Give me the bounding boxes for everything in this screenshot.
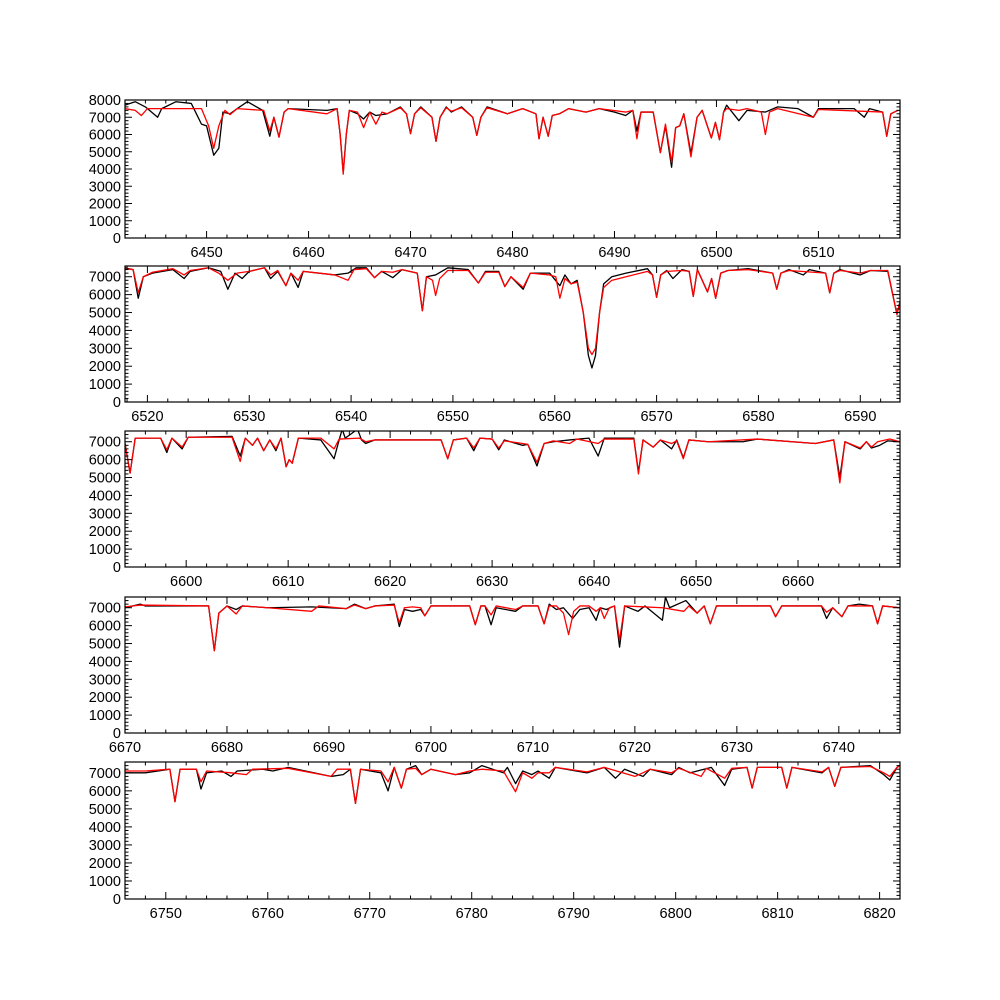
x-tick-label: 6810 bbox=[761, 906, 793, 922]
y-tick-label: 3000 bbox=[89, 672, 121, 688]
axes-frame bbox=[124, 265, 901, 403]
x-tick-label: 6550 bbox=[437, 409, 469, 425]
x-tick-label: 6620 bbox=[374, 574, 406, 590]
x-tick-label: 6630 bbox=[476, 574, 508, 590]
y-tick-label: 6000 bbox=[89, 784, 121, 800]
x-tick-label: 6710 bbox=[517, 740, 549, 756]
x-tick-label: 6450 bbox=[190, 245, 222, 261]
y-tick-label: 3000 bbox=[89, 838, 121, 854]
y-tick-label: 5000 bbox=[89, 145, 121, 161]
y-tick-label: 5000 bbox=[89, 637, 121, 653]
model-spectrum-line bbox=[125, 107, 899, 175]
y-tick-label: 6000 bbox=[89, 453, 121, 469]
x-tick-label: 6570 bbox=[640, 409, 672, 425]
y-tick-label: 1000 bbox=[89, 542, 121, 558]
panel-5: 6750 6760 6770 6780 6790 6800 6810 6820 0 1000 200… bbox=[89, 761, 901, 922]
y-tick-label: 2000 bbox=[89, 856, 121, 872]
x-tick-label: 6750 bbox=[150, 906, 182, 922]
y-tick-label: 0 bbox=[113, 560, 121, 576]
model-spectrum-line bbox=[125, 436, 900, 484]
observed-spectrum-line bbox=[125, 597, 900, 652]
x-tick-label: 6790 bbox=[558, 906, 590, 922]
y-tick-label: 4000 bbox=[89, 654, 121, 670]
x-tick-label: 6800 bbox=[660, 906, 692, 922]
y-tick-label: 0 bbox=[113, 892, 121, 908]
y-tick-label: 2000 bbox=[89, 197, 121, 213]
y-tick-label: 3000 bbox=[89, 341, 121, 357]
axes-frame bbox=[124, 596, 901, 734]
x-tick-label: 6560 bbox=[539, 409, 571, 425]
y-tick-label: 2000 bbox=[89, 690, 121, 706]
y-tick-label: 3000 bbox=[89, 179, 121, 195]
x-tick-label: 6680 bbox=[211, 740, 243, 756]
y-tick-label: 4000 bbox=[89, 162, 121, 178]
x-tick-label: 6730 bbox=[721, 740, 753, 756]
x-tick-label: 6600 bbox=[170, 574, 202, 590]
x-tick-label: 6760 bbox=[252, 906, 284, 922]
x-tick-label: 6770 bbox=[354, 906, 386, 922]
panel-2: 6520 6530 6540 6550 6560 6570 6580 6590 0 1000 200… bbox=[89, 265, 901, 425]
x-tick-label: 6590 bbox=[844, 409, 876, 425]
axes-frame bbox=[124, 761, 901, 900]
y-tick-label: 1000 bbox=[89, 708, 121, 724]
y-tick-label: 7000 bbox=[89, 110, 121, 126]
y-tick-label: 5000 bbox=[89, 802, 121, 818]
y-tick-label: 1000 bbox=[89, 214, 121, 230]
y-tick-label: 7000 bbox=[89, 435, 121, 451]
y-tick-label: 7000 bbox=[89, 766, 121, 782]
y-tick-label: 5000 bbox=[89, 471, 121, 487]
x-tick-label: 6460 bbox=[292, 245, 324, 261]
y-tick-label: 0 bbox=[113, 395, 121, 411]
x-tick-label: 6540 bbox=[335, 409, 367, 425]
x-tick-label: 6700 bbox=[415, 740, 447, 756]
x-tick-label: 6520 bbox=[131, 409, 163, 425]
y-tick-label: 8000 bbox=[89, 93, 121, 109]
x-tick-label: 6480 bbox=[496, 245, 528, 261]
axes-frame bbox=[124, 430, 901, 568]
x-tick-label: 6780 bbox=[456, 906, 488, 922]
model-spectrum-line bbox=[125, 267, 900, 356]
observed-spectrum-line bbox=[125, 431, 900, 479]
y-tick-label: 0 bbox=[113, 726, 121, 742]
x-tick-label: 6510 bbox=[802, 245, 834, 261]
y-tick-label: 6000 bbox=[89, 288, 121, 304]
y-tick-label: 7000 bbox=[89, 270, 121, 286]
observed-spectrum-line bbox=[125, 267, 900, 369]
panel-4: 6670 6680 6690 6700 6710 6720 6730 6740 0 1000 200… bbox=[89, 596, 901, 756]
y-tick-label: 6000 bbox=[89, 128, 121, 144]
y-tick-label: 5000 bbox=[89, 306, 121, 322]
x-tick-label: 6740 bbox=[823, 740, 855, 756]
x-tick-label: 6580 bbox=[742, 409, 774, 425]
y-tick-label: 2000 bbox=[89, 359, 121, 375]
y-tick-label: 2000 bbox=[89, 524, 121, 540]
x-tick-label: 6650 bbox=[680, 574, 712, 590]
x-tick-label: 6500 bbox=[700, 245, 732, 261]
x-tick-label: 6470 bbox=[394, 245, 426, 261]
y-tick-label: 4000 bbox=[89, 488, 121, 504]
y-tick-label: 7000 bbox=[89, 601, 121, 617]
axes-frame bbox=[124, 99, 901, 239]
x-tick-label: 6670 bbox=[109, 740, 141, 756]
y-tick-label: 1000 bbox=[89, 377, 121, 393]
y-tick-label: 1000 bbox=[89, 874, 121, 890]
x-tick-label: 6690 bbox=[313, 740, 345, 756]
panel-3: 6600 6610 6620 6630 6640 6650 6660 0 1000 2000 300… bbox=[89, 430, 901, 590]
x-tick-label: 6820 bbox=[863, 906, 895, 922]
observed-spectrum-line bbox=[125, 764, 900, 805]
x-tick-label: 6530 bbox=[233, 409, 265, 425]
x-tick-label: 6640 bbox=[578, 574, 610, 590]
y-tick-label: 0 bbox=[113, 231, 121, 247]
model-spectrum-line bbox=[125, 765, 900, 805]
x-tick-label: 6720 bbox=[619, 740, 651, 756]
model-spectrum-line bbox=[125, 604, 900, 652]
y-tick-label: 3000 bbox=[89, 506, 121, 522]
x-tick-label: 6490 bbox=[598, 245, 630, 261]
y-tick-label: 4000 bbox=[89, 323, 121, 339]
x-tick-label: 6610 bbox=[272, 574, 304, 590]
y-tick-label: 6000 bbox=[89, 619, 121, 635]
x-tick-label: 6660 bbox=[782, 574, 814, 590]
y-tick-label: 4000 bbox=[89, 820, 121, 836]
